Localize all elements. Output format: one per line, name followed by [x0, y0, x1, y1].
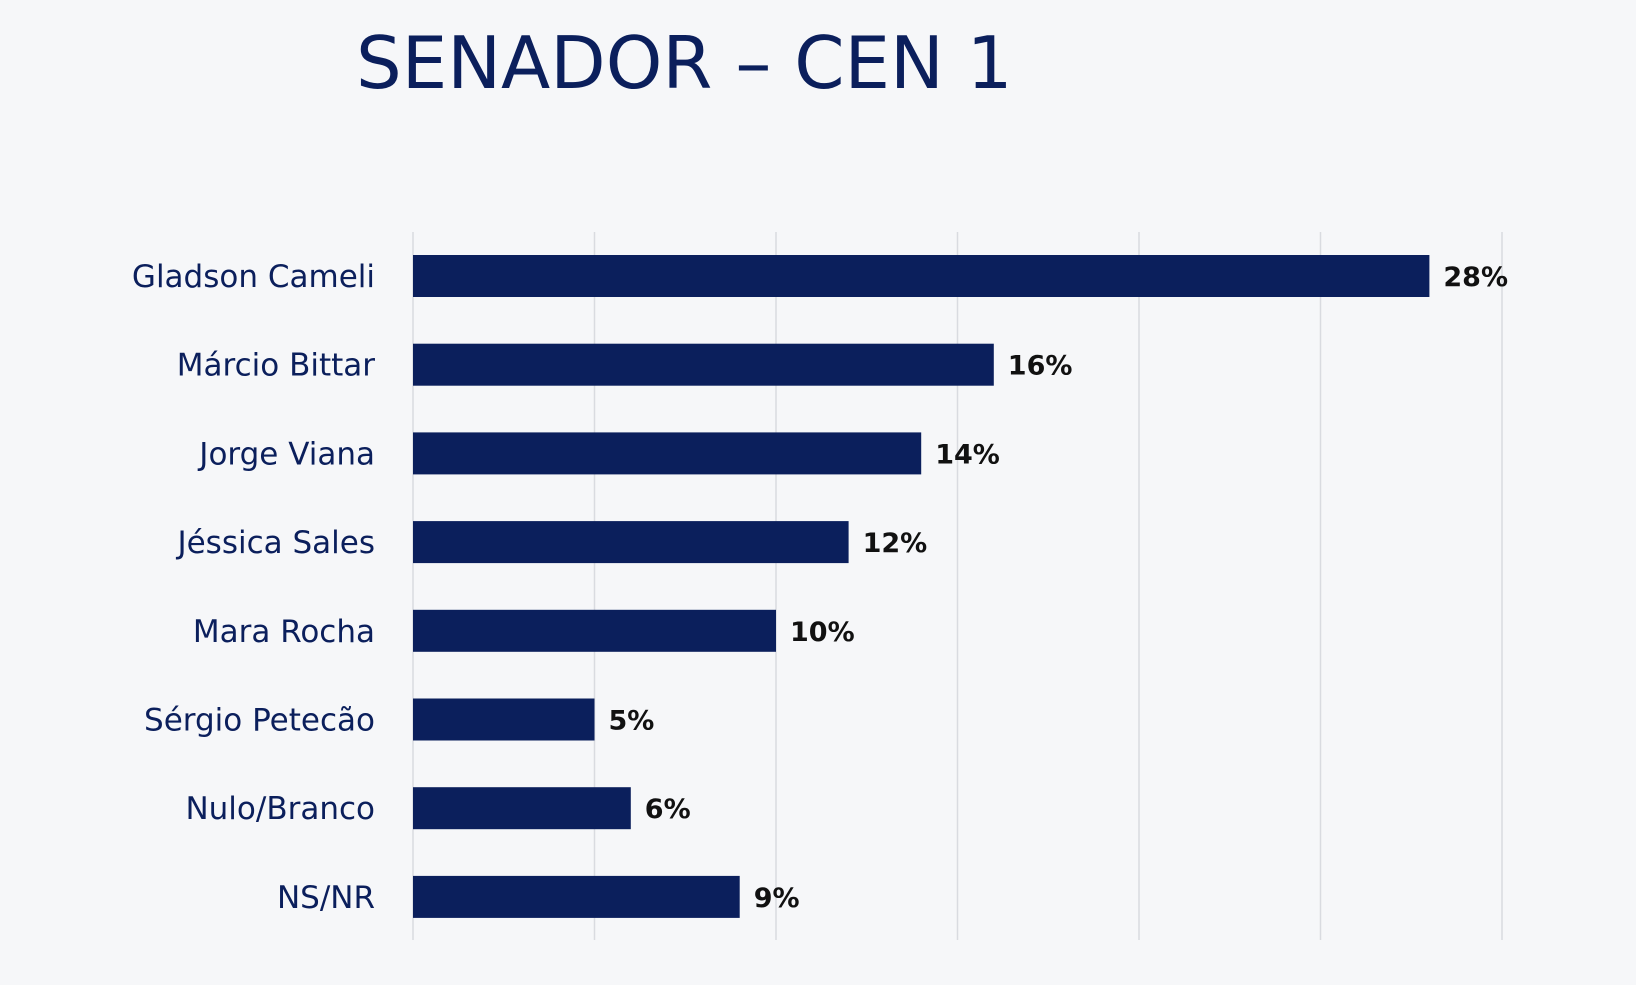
bar: [413, 787, 631, 830]
value-label: 9%: [754, 883, 800, 914]
bar: [413, 521, 849, 564]
category-label: Mara Rocha: [193, 614, 375, 650]
category-labels: Gladson Cameli Márcio Bittar Jorge Viana Jé…: [132, 259, 375, 916]
bar: [413, 255, 1430, 297]
grid-lines: [412, 232, 1503, 940]
value-label: 28%: [1443, 262, 1508, 293]
value-label: 12%: [863, 528, 928, 559]
value-label: 10%: [790, 617, 855, 648]
value-label: 16%: [1008, 351, 1073, 382]
category-label: Márcio Bittar: [177, 348, 375, 384]
value-label: 6%: [645, 794, 691, 825]
category-label: Nulo/Branco: [185, 791, 375, 827]
bar: [413, 698, 595, 741]
category-label: NS/NR: [277, 880, 375, 916]
chart-title: SENADOR – CEN 1: [356, 21, 1013, 105]
category-label: Jéssica Sales: [175, 525, 375, 561]
value-label: 5%: [609, 706, 655, 737]
bars: [413, 255, 1430, 918]
bar: [413, 343, 994, 386]
bar: [413, 609, 776, 652]
value-labels: 28% 16% 14% 12% 10% 5% 6% 9%: [609, 262, 1509, 914]
category-label: Jorge Viana: [197, 436, 375, 472]
category-label: Gladson Cameli: [132, 259, 375, 295]
bar: [413, 432, 922, 475]
value-label: 14%: [935, 439, 1000, 470]
category-label: Sérgio Petecão: [144, 703, 375, 739]
bar: [413, 875, 740, 918]
